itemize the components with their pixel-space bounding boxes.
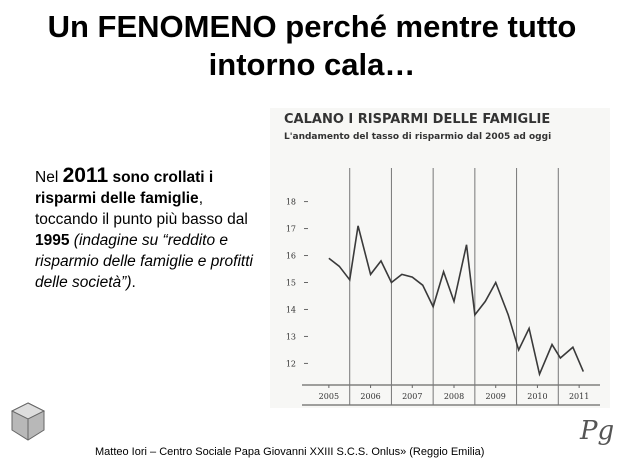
y-tick-label: 12 — [286, 359, 296, 368]
body-text: Nel 2011 sono crollati i risparmi delle … — [35, 165, 260, 293]
title-line: intorno cala… — [208, 47, 416, 82]
y-tick-label: 18 — [286, 198, 296, 207]
slide-title: Un FENOMENO perché mentre tutto intorno … — [0, 8, 624, 84]
text: . — [131, 274, 136, 291]
y-tick-label: 17 — [286, 225, 296, 234]
x-tick-label: 2005 — [319, 392, 339, 401]
x-tick-label: 2008 — [444, 392, 464, 401]
chart-background — [270, 108, 610, 408]
logo — [10, 402, 46, 441]
text: sono crollati i risparmi delle famiglie — [35, 169, 214, 207]
chart-title: CALANO I RISPARMI DELLE FAMIGLIE — [284, 112, 550, 127]
line — [328, 225, 585, 377]
footer: Matteo Iori – Centro Sociale Papa Giovan… — [95, 446, 485, 458]
y-tick-label: 13 — [286, 332, 296, 341]
x-tick-label: 2009 — [486, 392, 506, 401]
text: , toccando il punto più basso dal — [35, 190, 248, 228]
chart-subtitle: L'andamento del tasso di risparmio dal 2… — [284, 132, 551, 142]
y-tick-label: 16 — [286, 252, 296, 261]
text: (indagine su “reddito e risparmio delle … — [35, 232, 253, 291]
y-tick-label: 14 — [286, 305, 296, 314]
text: 1995 — [35, 232, 70, 249]
text: Nel — [35, 169, 63, 186]
y-tick-label: 15 — [286, 279, 296, 288]
title-line: Un FENOMENO perché mentre tutto — [47, 9, 577, 44]
signature: Pg — [580, 416, 615, 446]
x-tick-label: 2007 — [402, 392, 422, 401]
x-tick-label: 2011 — [569, 392, 589, 401]
chart: CALANO I RISPARMI DELLE FAMIGLIE L'andam… — [270, 108, 610, 408]
x-tick-label: 2006 — [360, 392, 380, 401]
text: 2011 — [62, 164, 109, 187]
x-tick-label: 2010 — [527, 392, 547, 401]
